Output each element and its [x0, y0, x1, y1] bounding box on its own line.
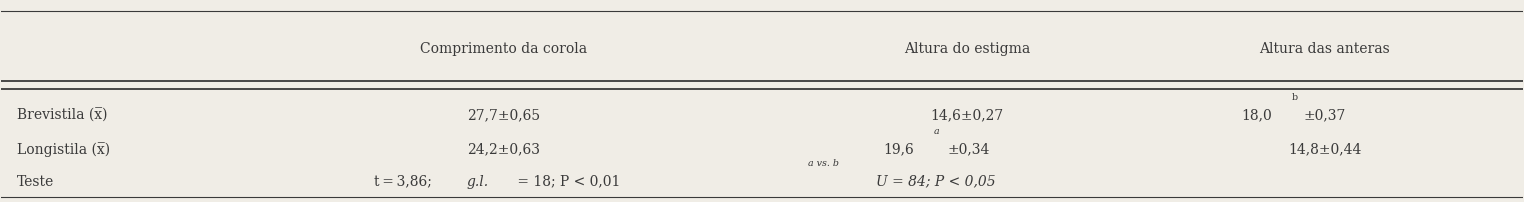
Text: 19,6: 19,6 — [884, 142, 914, 156]
Text: = 18; P < 0,01: = 18; P < 0,01 — [512, 174, 620, 188]
Text: Altura do estigma: Altura do estigma — [904, 42, 1030, 56]
Text: ±0,34: ±0,34 — [948, 142, 991, 156]
Text: 18,0: 18,0 — [1241, 108, 1273, 122]
Text: Brevistila (x̅): Brevistila (x̅) — [17, 108, 107, 122]
Text: 14,6±0,27: 14,6±0,27 — [931, 108, 1004, 122]
Text: a: a — [934, 126, 939, 135]
Text: Longistila (x̅): Longistila (x̅) — [17, 141, 110, 156]
Text: 24,2±0,63: 24,2±0,63 — [466, 142, 539, 156]
Text: Teste: Teste — [17, 174, 53, 188]
Text: Comprimento da corola: Comprimento da corola — [419, 42, 587, 56]
Text: U = 84; P < 0,05: U = 84; P < 0,05 — [876, 174, 995, 188]
Text: a vs. b: a vs. b — [808, 158, 838, 167]
Text: ±0,37: ±0,37 — [1303, 108, 1346, 122]
Text: g.l.: g.l. — [466, 174, 489, 188]
Text: 14,8±0,44: 14,8±0,44 — [1288, 142, 1361, 156]
Text: 27,7±0,65: 27,7±0,65 — [466, 108, 539, 122]
Text: t = 3,86;: t = 3,86; — [373, 174, 436, 188]
Text: b: b — [1291, 93, 1297, 101]
Text: Altura das anteras: Altura das anteras — [1259, 42, 1390, 56]
